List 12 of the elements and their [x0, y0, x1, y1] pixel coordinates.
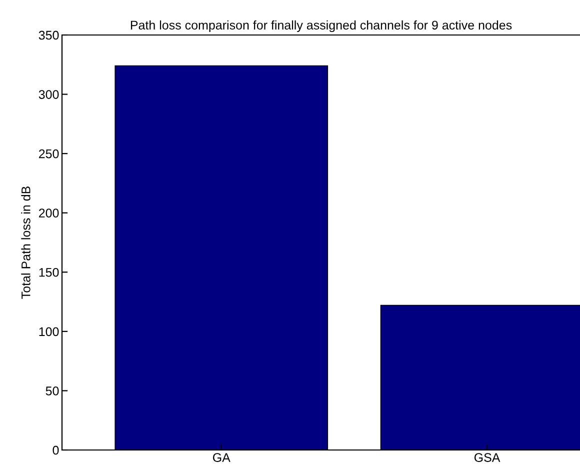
x-tick-label: GSA [474, 453, 500, 462]
y-tick-label: 200 [39, 208, 59, 218]
y-tick-label: 150 [39, 268, 59, 277]
x-tick-label: GA [212, 453, 230, 462]
y-tick-label: 0 [52, 446, 59, 455]
y-tick-label: 100 [39, 327, 59, 336]
y-tick-label: 50 [46, 386, 59, 396]
y-tick-label: 250 [39, 149, 59, 158]
y-tick-label: 300 [38, 90, 59, 99]
y-axis-title: Total Path loss in dB [21, 186, 30, 299]
y-tick-label: 350 [38, 30, 59, 40]
chart-title: Path loss comparison for finally assigned channels for 9 active nodes [130, 20, 512, 32]
